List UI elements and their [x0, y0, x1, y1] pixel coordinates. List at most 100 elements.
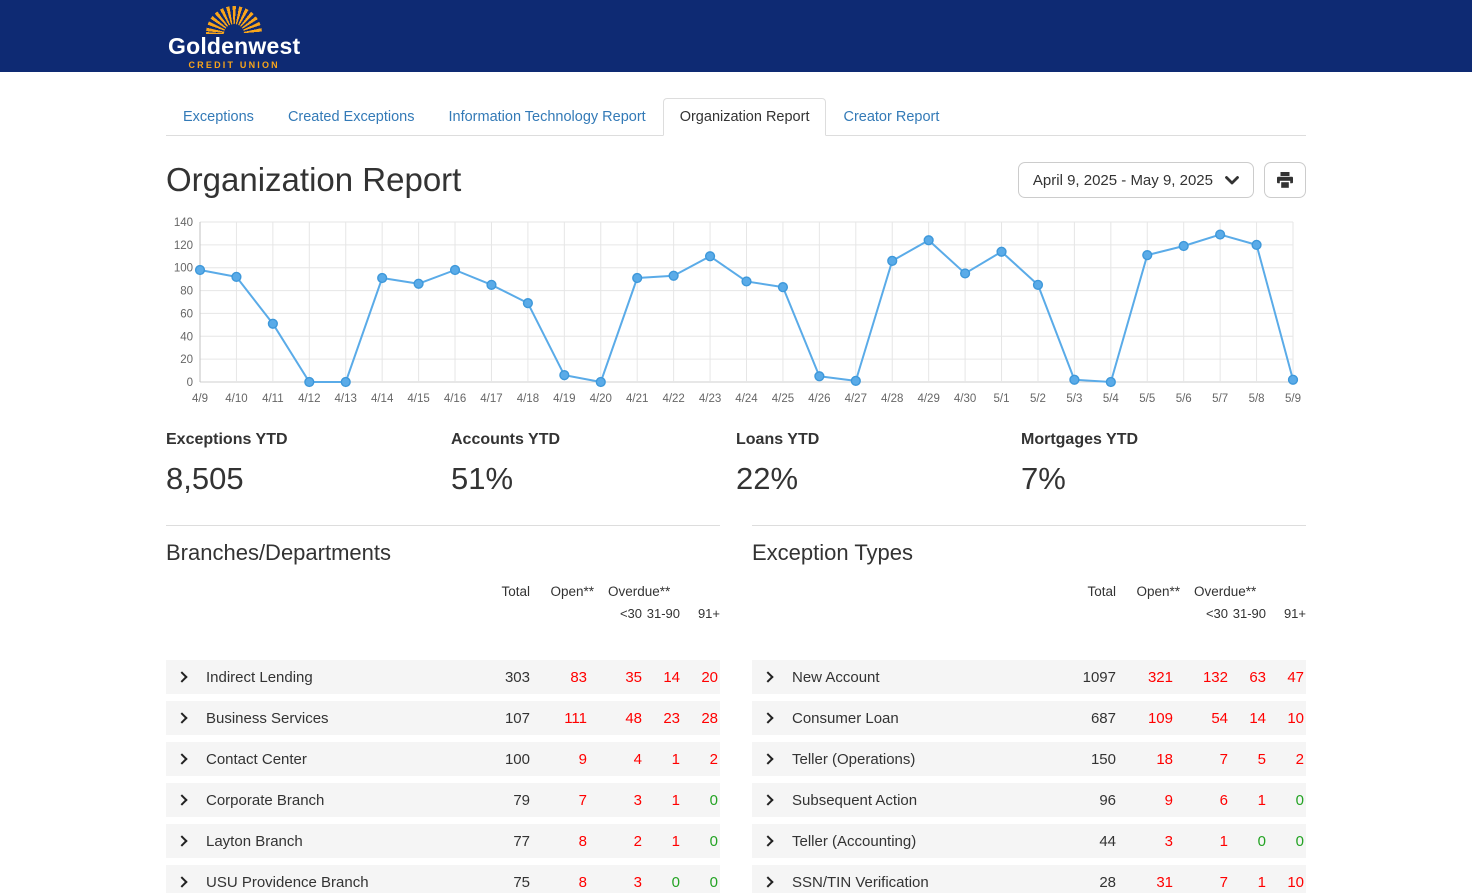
chevron-right-icon[interactable]: [762, 794, 773, 805]
table-row[interactable]: Teller (Accounting)443100: [752, 824, 1306, 858]
tab-information-technology-report[interactable]: Information Technology Report: [431, 98, 662, 136]
svg-text:5/3: 5/3: [1066, 393, 1082, 405]
row-lt30-value: 48: [594, 710, 642, 727]
svg-text:4/13: 4/13: [335, 393, 357, 405]
svg-text:4/27: 4/27: [845, 393, 867, 405]
tab-created-exceptions[interactable]: Created Exceptions: [271, 98, 432, 136]
row-name: Corporate Branch: [206, 792, 472, 809]
row-open-value: 9: [530, 751, 594, 768]
row-name: Contact Center: [206, 751, 472, 768]
table-row[interactable]: Corporate Branch797310: [166, 783, 720, 817]
svg-text:5/2: 5/2: [1030, 393, 1046, 405]
row-open-value: 8: [530, 874, 594, 891]
tab-organization-report[interactable]: Organization Report: [663, 98, 827, 136]
kpi-value: 8,505: [166, 461, 451, 497]
chevron-right-icon[interactable]: [176, 876, 187, 887]
exception-types-section: Exception Types Total Open** Overdue** <…: [752, 525, 1306, 893]
svg-text:4/9: 4/9: [192, 393, 208, 405]
row-lt30-value: 6: [1180, 792, 1228, 809]
row-91-value: 0: [1266, 792, 1306, 809]
table-row[interactable]: Consumer Loan687109541410: [752, 701, 1306, 735]
kpi-summary: Exceptions YTD 8,505 Accounts YTD 51% Lo…: [166, 431, 1306, 497]
chevron-right-icon[interactable]: [176, 712, 187, 723]
kpi-mortgages-ytd: Mortgages YTD 7%: [1021, 431, 1306, 497]
row-lt30-value: 7: [1180, 874, 1228, 891]
table-rows: Indirect Lending30383351420 Business Serv…: [166, 660, 720, 893]
row-3190-value: 5: [1228, 751, 1266, 768]
svg-text:20: 20: [180, 354, 193, 366]
row-open-value: 109: [1116, 710, 1180, 727]
table-rows: New Account10973211326347 Consumer Loan68…: [752, 660, 1306, 893]
column-overdue-31-90: 31-90: [1228, 606, 1266, 622]
row-name: Consumer Loan: [792, 710, 1058, 727]
table-row[interactable]: Teller (Operations)15018752: [752, 742, 1306, 776]
row-lt30-value: 35: [594, 669, 642, 686]
print-button[interactable]: [1264, 162, 1306, 198]
row-total-value: 77: [472, 833, 530, 850]
table-row[interactable]: Indirect Lending30383351420: [166, 660, 720, 694]
svg-text:4/10: 4/10: [225, 393, 247, 405]
row-3190-value: 23: [642, 710, 680, 727]
app-header: Goldenwest CREDIT UNION: [0, 0, 1472, 72]
row-name: Subsequent Action: [792, 792, 1058, 809]
row-open-value: 31: [1116, 874, 1180, 891]
kpi-value: 7%: [1021, 461, 1306, 497]
row-open-value: 7: [530, 792, 594, 809]
row-3190-value: 14: [1228, 710, 1266, 727]
date-range-select[interactable]: April 9, 2025 - May 9, 2025: [1018, 162, 1254, 198]
svg-text:4/15: 4/15: [407, 393, 429, 405]
row-3190-value: 1: [1228, 792, 1266, 809]
table-row[interactable]: USU Providence Branch758300: [166, 865, 720, 893]
chevron-down-icon: [1225, 176, 1239, 185]
table-row[interactable]: SSN/TIN Verification28317110: [752, 865, 1306, 893]
table-row[interactable]: Layton Branch778210: [166, 824, 720, 858]
svg-text:40: 40: [180, 331, 193, 343]
chevron-right-icon[interactable]: [176, 794, 187, 805]
row-3190-value: 0: [642, 874, 680, 891]
row-name: Business Services: [206, 710, 472, 727]
row-total-value: 303: [472, 669, 530, 686]
row-name: Teller (Operations): [792, 751, 1058, 768]
svg-text:5/5: 5/5: [1139, 393, 1155, 405]
row-name: Teller (Accounting): [792, 833, 1058, 850]
svg-text:4/21: 4/21: [626, 393, 648, 405]
row-lt30-value: 2: [594, 833, 642, 850]
table-row[interactable]: New Account10973211326347: [752, 660, 1306, 694]
chevron-right-icon[interactable]: [176, 671, 187, 682]
table-row[interactable]: Business Services107111482328: [166, 701, 720, 735]
row-91-value: 0: [680, 792, 720, 809]
chevron-right-icon[interactable]: [762, 712, 773, 723]
section-title: Branches/Departments: [166, 540, 720, 566]
chevron-right-icon[interactable]: [176, 753, 187, 764]
row-91-value: 0: [1266, 833, 1306, 850]
table-row[interactable]: Contact Center1009412: [166, 742, 720, 776]
table-header: Total Open** Overdue** <30 31-90 91+: [166, 582, 720, 644]
row-name: SSN/TIN Verification: [792, 874, 1058, 891]
kpi-exceptions-ytd: Exceptions YTD 8,505: [166, 431, 451, 497]
row-total-value: 28: [1058, 874, 1116, 891]
row-open-value: 9: [1116, 792, 1180, 809]
row-total-value: 44: [1058, 833, 1116, 850]
row-91-value: 47: [1266, 669, 1306, 686]
chevron-right-icon[interactable]: [762, 876, 773, 887]
row-91-value: 0: [680, 833, 720, 850]
brand-tagline: CREDIT UNION: [188, 60, 279, 70]
table-row[interactable]: Subsequent Action969610: [752, 783, 1306, 817]
kpi-value: 51%: [451, 461, 736, 497]
chevron-right-icon[interactable]: [762, 835, 773, 846]
chevron-right-icon[interactable]: [762, 671, 773, 682]
svg-text:4/28: 4/28: [881, 393, 903, 405]
chevron-right-icon[interactable]: [762, 753, 773, 764]
row-91-value: 2: [1266, 751, 1306, 768]
tab-creator-report[interactable]: Creator Report: [826, 98, 956, 136]
chevron-right-icon[interactable]: [176, 835, 187, 846]
row-open-value: 321: [1116, 669, 1180, 686]
kpi-loans-ytd: Loans YTD 22%: [736, 431, 1021, 497]
svg-text:4/26: 4/26: [808, 393, 830, 405]
svg-text:4/29: 4/29: [917, 393, 939, 405]
row-name: Layton Branch: [206, 833, 472, 850]
svg-text:4/18: 4/18: [517, 393, 539, 405]
row-total-value: 79: [472, 792, 530, 809]
row-open-value: 111: [530, 710, 594, 727]
tab-exceptions[interactable]: Exceptions: [166, 98, 271, 136]
